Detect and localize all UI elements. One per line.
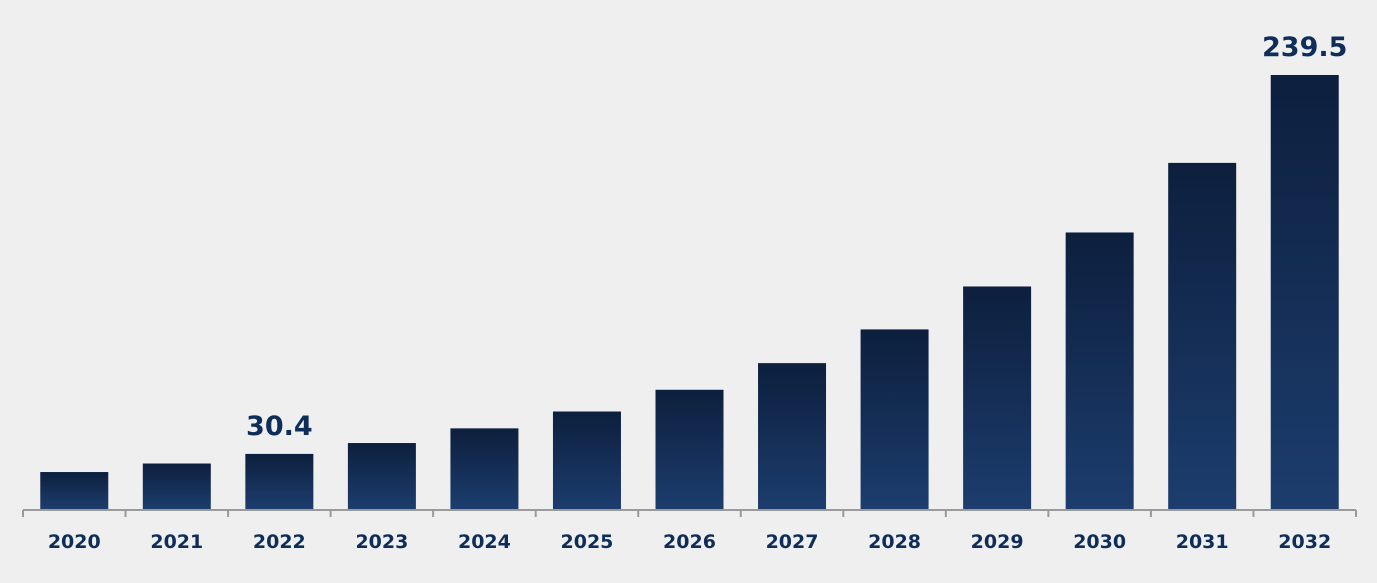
x-tick-label-2022: 2022 [253, 531, 306, 553]
bar-2031 [1168, 162, 1237, 509]
x-tick-label-2024: 2024 [458, 531, 511, 553]
x-axis-tick-labels: 2020 2021 2022 2023 2024 2025 2026 2027 2028 2029… [48, 531, 1331, 553]
x-tick-label-2031: 2031 [1176, 531, 1229, 553]
x-tick-label-2032: 2032 [1278, 531, 1331, 553]
bar-2032 [1270, 75, 1339, 509]
bars-group [40, 75, 1339, 509]
bar-2030 [1065, 232, 1134, 509]
x-tick-label-2025: 2025 [561, 531, 614, 553]
bar-2029 [963, 286, 1032, 509]
x-tick-label-2021: 2021 [150, 531, 203, 553]
data-label-2022: 30.4 [246, 411, 313, 442]
bar-2025 [552, 411, 621, 509]
x-tick-label-2023: 2023 [355, 531, 408, 553]
bar-2020 [40, 472, 109, 509]
bar-2023 [347, 443, 416, 509]
bar-2027 [758, 363, 827, 509]
x-tick-label-2029: 2029 [971, 531, 1024, 553]
bar-2026 [655, 389, 724, 509]
data-labels-group: 30.4 239.5 [246, 32, 1347, 442]
x-tick-label-2026: 2026 [663, 531, 716, 553]
bar-2028 [860, 329, 929, 509]
x-tick-label-2030: 2030 [1073, 531, 1126, 553]
bar-2022 [245, 453, 314, 509]
data-label-2032: 239.5 [1262, 32, 1347, 63]
x-tick-label-2028: 2028 [868, 531, 921, 553]
bar-2024 [450, 428, 519, 509]
x-tick-label-2027: 2027 [766, 531, 819, 553]
x-axis-ticks [22, 510, 1357, 517]
x-tick-label-2020: 2020 [48, 531, 101, 553]
bar-2021 [142, 463, 211, 509]
